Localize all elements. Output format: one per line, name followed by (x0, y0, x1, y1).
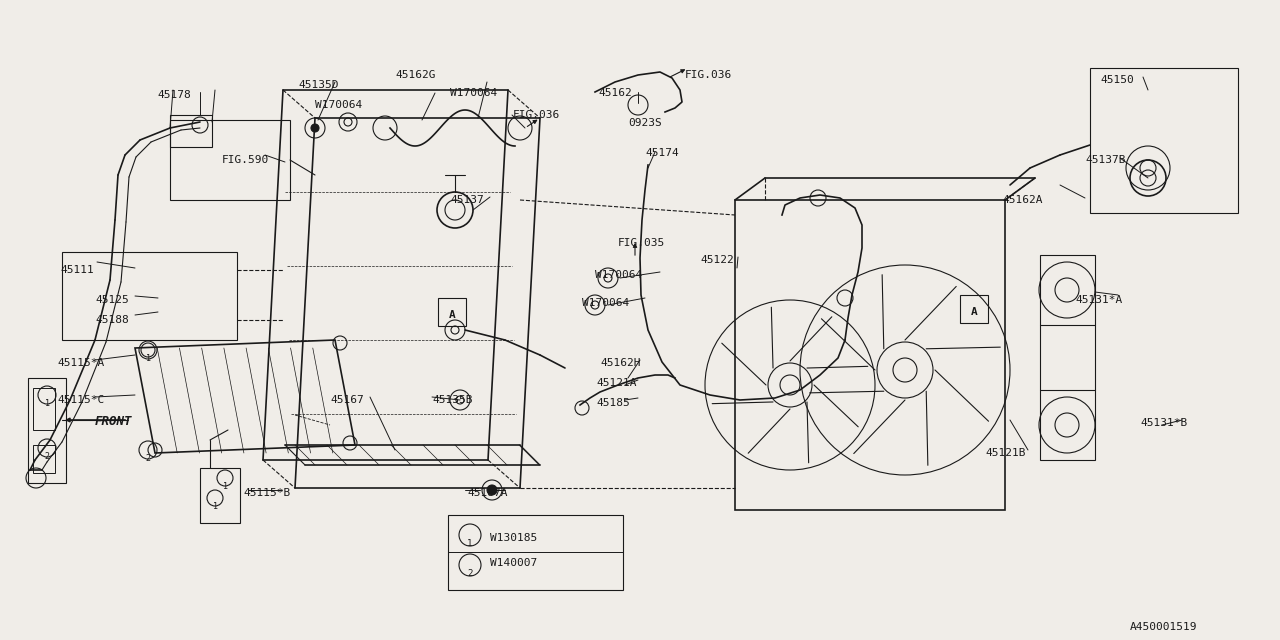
Text: 2: 2 (467, 568, 472, 577)
Text: 45111: 45111 (60, 265, 93, 275)
Text: 2: 2 (45, 451, 50, 461)
Text: W170064: W170064 (315, 100, 362, 110)
Bar (170, 120, 291, 200)
Bar (170, 115, 212, 147)
Text: A450001519: A450001519 (1130, 622, 1198, 632)
Bar (200, 468, 241, 523)
Text: W170064: W170064 (582, 298, 630, 308)
Text: 45162G: 45162G (396, 70, 435, 80)
Text: 45137: 45137 (451, 195, 484, 205)
Text: W130185: W130185 (490, 533, 538, 543)
Text: W170064: W170064 (595, 270, 643, 280)
Text: 45131*B: 45131*B (1140, 418, 1188, 428)
Text: 45178: 45178 (157, 90, 191, 100)
Text: 45115*A: 45115*A (58, 358, 104, 368)
Text: 45121B: 45121B (986, 448, 1025, 458)
Text: 45185: 45185 (596, 398, 630, 408)
Text: A: A (970, 307, 978, 317)
Bar (61, 252, 237, 340)
Text: 1: 1 (45, 399, 50, 408)
Text: FIG.036: FIG.036 (513, 110, 561, 120)
Text: 45162: 45162 (598, 88, 632, 98)
Text: FRONT: FRONT (95, 415, 133, 428)
Bar (960, 295, 988, 323)
Text: 45115*B: 45115*B (243, 488, 291, 498)
Text: 0923S: 0923S (628, 118, 662, 128)
Text: W170064: W170064 (451, 88, 497, 98)
Text: 1: 1 (146, 353, 151, 362)
Circle shape (486, 485, 497, 495)
Text: 45187A: 45187A (467, 488, 507, 498)
Text: 45167: 45167 (330, 395, 364, 405)
Text: 45150: 45150 (1100, 75, 1134, 85)
Text: 1: 1 (212, 502, 218, 511)
Text: FIG.036: FIG.036 (685, 70, 732, 80)
Text: 1: 1 (223, 481, 228, 490)
Text: 45162A: 45162A (1002, 195, 1042, 205)
Text: 45122: 45122 (700, 255, 733, 265)
Text: 45174: 45174 (645, 148, 678, 158)
Text: A: A (448, 310, 456, 320)
Circle shape (311, 124, 319, 132)
Text: 45121A: 45121A (596, 378, 636, 388)
Text: 45188: 45188 (95, 315, 129, 325)
Text: 45135D: 45135D (298, 80, 338, 90)
Text: 1: 1 (467, 538, 472, 547)
Text: W140007: W140007 (490, 558, 538, 568)
Bar (1091, 68, 1238, 213)
Text: 45131*A: 45131*A (1075, 295, 1123, 305)
Text: FIG.035: FIG.035 (618, 238, 666, 248)
Text: 45162H: 45162H (600, 358, 640, 368)
Bar (33, 445, 55, 473)
Bar (448, 515, 623, 590)
Text: 45137B: 45137B (1085, 155, 1125, 165)
Bar (33, 388, 55, 430)
Bar (1039, 255, 1094, 325)
Bar (438, 298, 466, 326)
Bar (28, 378, 67, 483)
Text: 45125: 45125 (95, 295, 129, 305)
Text: FIG.590: FIG.590 (221, 155, 269, 165)
Bar (735, 200, 1005, 510)
Text: 45115*C: 45115*C (58, 395, 104, 405)
Text: 45135B: 45135B (433, 395, 472, 405)
Text: 2: 2 (146, 454, 151, 463)
Bar (1039, 390, 1094, 460)
